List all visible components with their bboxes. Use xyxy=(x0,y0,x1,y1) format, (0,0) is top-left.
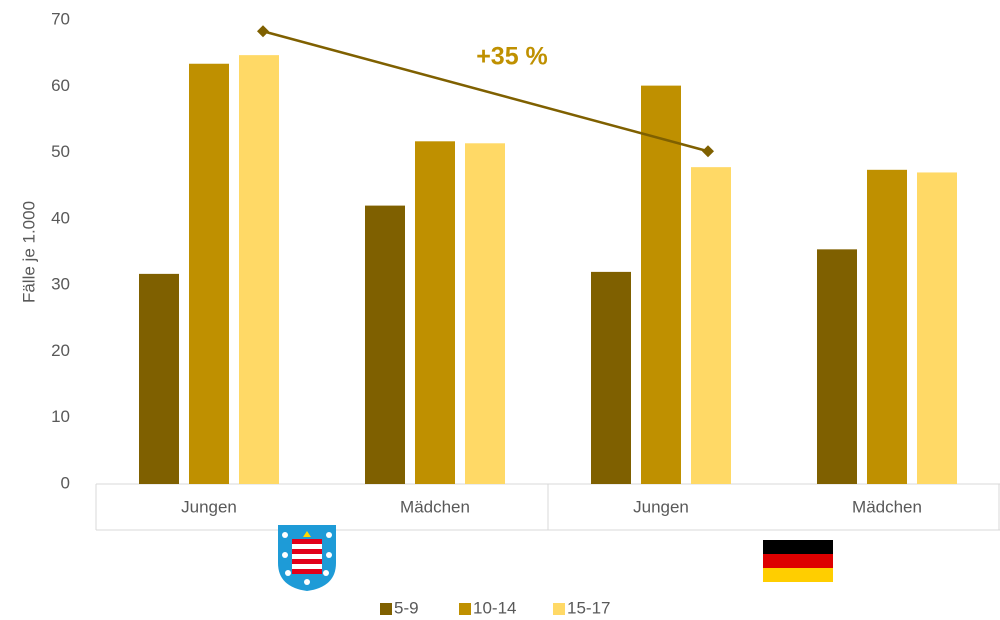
bar xyxy=(239,55,279,484)
y-tick-label: 30 xyxy=(51,275,70,294)
bar xyxy=(465,143,505,484)
bar xyxy=(415,141,455,484)
x-tick-label: Jungen xyxy=(633,497,689,516)
thuringia-flag xyxy=(278,525,336,591)
x-tick-label: Mädchen xyxy=(852,497,922,516)
x-tick-label: Jungen xyxy=(181,497,237,516)
bar xyxy=(691,167,731,484)
bar xyxy=(817,249,857,484)
bar xyxy=(365,205,405,484)
legend-swatch xyxy=(380,603,392,615)
y-tick-label: 20 xyxy=(51,341,70,360)
bar xyxy=(591,271,631,484)
bar xyxy=(189,63,229,485)
annotation-marker xyxy=(702,145,714,158)
legend-swatch xyxy=(553,603,565,615)
y-tick-label: 70 xyxy=(51,9,70,28)
y-tick-label: 10 xyxy=(51,407,70,426)
y-axis-label: Fälle je 1.000 xyxy=(19,201,38,303)
y-tick-label: 0 xyxy=(61,473,70,492)
x-tick-label: Mädchen xyxy=(400,497,470,516)
annotation: +35 % xyxy=(476,43,548,71)
legend-swatch xyxy=(459,603,471,615)
legend-label: 15-17 xyxy=(567,598,610,617)
bar xyxy=(917,172,957,484)
legend-label: 5-9 xyxy=(394,598,419,617)
bar xyxy=(867,169,907,484)
legend-label: 10-14 xyxy=(473,598,516,617)
bar xyxy=(139,273,179,484)
y-tick-label: 40 xyxy=(51,208,70,227)
y-tick-label: 60 xyxy=(51,76,70,95)
bar xyxy=(641,85,681,484)
y-tick-label: 50 xyxy=(51,142,70,161)
annotation-line xyxy=(262,30,709,153)
annotation-marker xyxy=(257,25,269,38)
germany-flag xyxy=(763,540,833,582)
